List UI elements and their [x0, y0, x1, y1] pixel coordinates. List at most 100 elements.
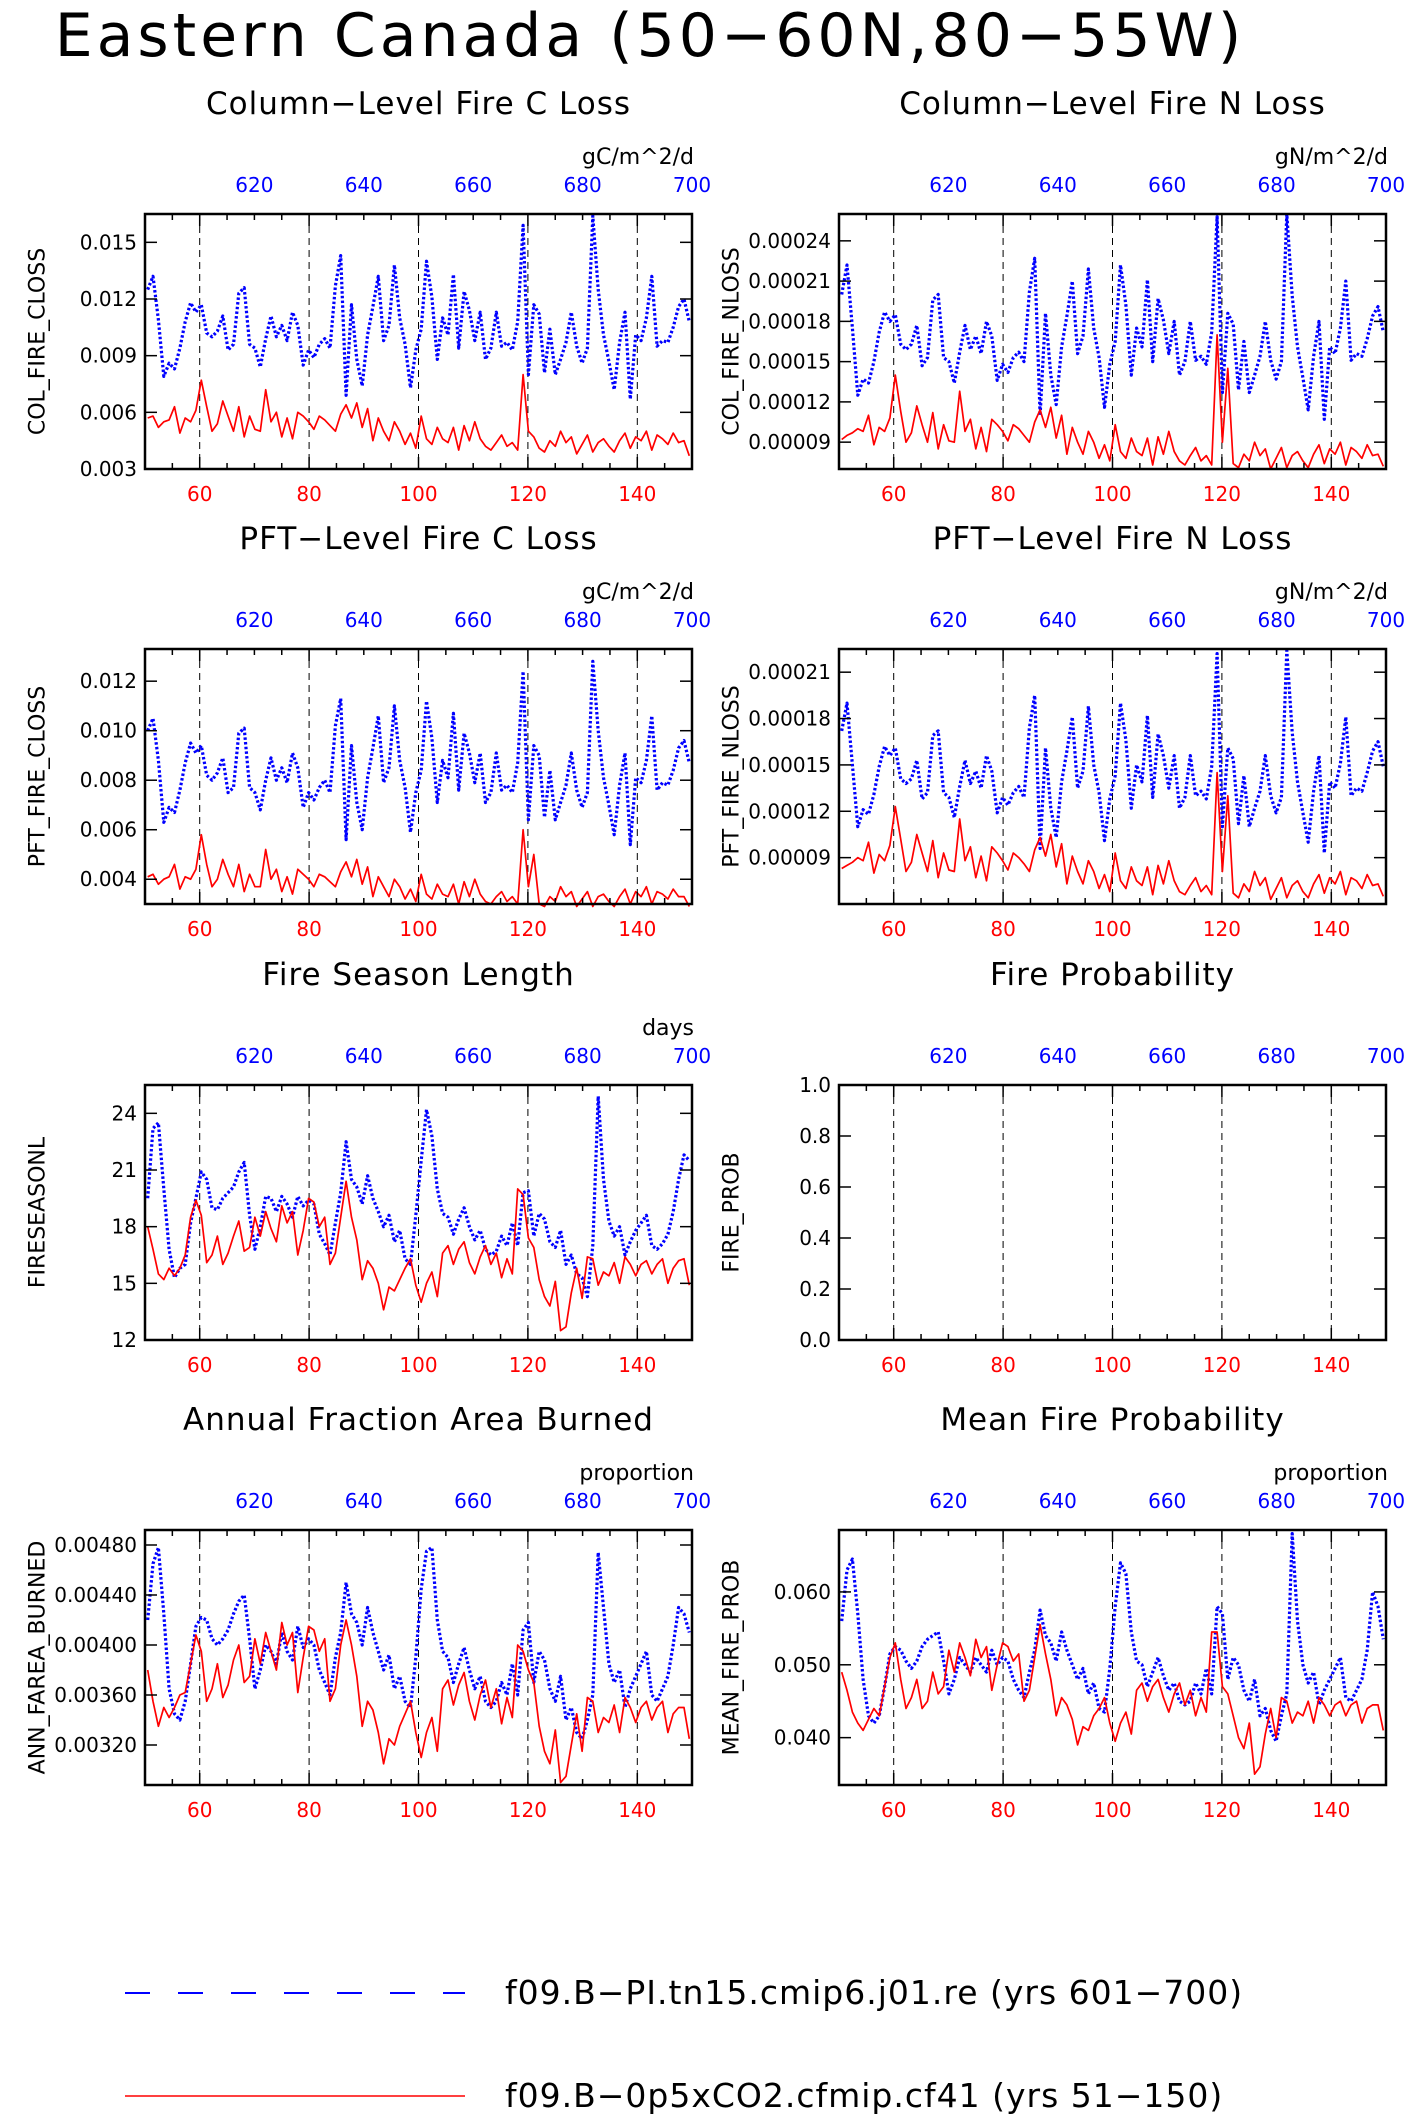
x2-tick-label: 660 [454, 1044, 492, 1068]
x2-tick-label: 620 [929, 608, 967, 632]
x2-tick-label: 680 [564, 608, 602, 632]
x-tick-label: 60 [187, 917, 212, 941]
x2-tick-label: 700 [1367, 173, 1405, 197]
x-tick-label: 140 [618, 1353, 656, 1377]
x-tick-label: 100 [1093, 1798, 1131, 1822]
x2-tick-label: 660 [1148, 1044, 1186, 1068]
x-tick-label: 120 [1203, 917, 1241, 941]
x-tick-label: 60 [187, 1353, 212, 1377]
panel-1: Column−Level Fire C Loss gC/m^2/d COL_FIRE… [26, 86, 711, 506]
units-label: proportion [1273, 1461, 1388, 1486]
x2-tick-label: 680 [564, 173, 602, 197]
panel-title: Column−Level Fire C Loss [206, 86, 631, 122]
y-tick-label: 0.00021 [748, 660, 831, 684]
y-tick-label: 0.004 [80, 867, 137, 891]
units-label: gN/m^2/d [1275, 580, 1388, 605]
x-tick-label: 120 [1203, 1353, 1241, 1377]
x-tick-label: 140 [1312, 482, 1350, 506]
y-axis-label: PFT_FIRE_NLOSS [720, 685, 745, 867]
x2-tick-label: 620 [235, 608, 273, 632]
x-tick-label: 140 [618, 917, 656, 941]
x-tick-label: 80 [296, 917, 321, 941]
series-line-0p5xco2 [841, 333, 1385, 470]
x2-tick-label: 620 [929, 1044, 967, 1068]
x2-tick-label: 700 [673, 1489, 711, 1513]
x2-tick-label: 640 [345, 1489, 383, 1513]
x2-tick-label: 660 [454, 1489, 492, 1513]
x2-tick-label: 620 [929, 1489, 967, 1513]
y-tick-label: 15 [112, 1271, 137, 1295]
x2-tick-label: 700 [1367, 1489, 1405, 1513]
x-tick-label: 80 [990, 482, 1015, 506]
y-tick-label: 0.010 [80, 719, 137, 743]
x2-tick-label: 700 [673, 1044, 711, 1068]
x-tick-label: 60 [187, 1798, 212, 1822]
panel-title: Fire Probability [990, 957, 1235, 993]
y-tick-label: 0.008 [80, 768, 137, 792]
x-tick-label: 140 [618, 1798, 656, 1822]
y-tick-label: 18 [112, 1215, 137, 1239]
x2-tick-label: 660 [1148, 1489, 1186, 1513]
y-axis-label: ANN_FAREA_BURNED [26, 1541, 51, 1775]
panel-title: Fire Season Length [262, 957, 574, 993]
panel-5: Fire Season Length days FIRESEASONL 60 80 100… [26, 957, 711, 1377]
panel-6: Fire Probability FIRE_PROB 60 80 100 120 140 62… [720, 957, 1405, 1377]
legend-label: f09.B−PI.tn15.cmip6.j01.re (yrs 601−700) [505, 1973, 1243, 2012]
x-tick-label: 60 [881, 917, 906, 941]
y-tick-label: 0.8 [799, 1124, 831, 1148]
x2-tick-label: 620 [235, 1044, 273, 1068]
x2-tick-label: 640 [345, 173, 383, 197]
x-tick-label: 80 [990, 1798, 1015, 1822]
x-tick-label: 120 [1203, 1798, 1241, 1822]
y-tick-label: 1.0 [799, 1073, 831, 1097]
x2-tick-label: 640 [345, 1044, 383, 1068]
units-label: proportion [579, 1461, 694, 1486]
y-tick-label: 0.006 [80, 818, 137, 842]
panel-8: Mean Fire Probability proportion MEAN_FIRE… [720, 1402, 1405, 1822]
series-line-0p5xco2 [146, 1619, 691, 1784]
x2-tick-label: 640 [1039, 1044, 1077, 1068]
panel-title: Annual Fraction Area Burned [183, 1402, 654, 1438]
x-tick-label: 80 [296, 1798, 321, 1822]
y-tick-label: 0.012 [80, 287, 137, 311]
x-tick-label: 80 [990, 1353, 1015, 1377]
x2-tick-label: 700 [1367, 1044, 1405, 1068]
x2-tick-label: 680 [1258, 1489, 1296, 1513]
panel-2: Column−Level Fire N Loss gN/m^2/d COL_FIRE… [720, 86, 1405, 506]
y-tick-label: 0.00009 [748, 430, 831, 454]
series-line-pi [146, 214, 691, 401]
y-tick-label: 12 [112, 1328, 137, 1352]
series-line-pi [840, 1531, 1385, 1743]
units-label: gC/m^2/d [582, 580, 694, 605]
x-tick-label: 140 [618, 482, 656, 506]
x-tick-label: 100 [399, 917, 437, 941]
y-axis-label: MEAN_FIRE_PROB [720, 1560, 745, 1756]
x2-tick-label: 620 [235, 1489, 273, 1513]
y-tick-label: 21 [112, 1158, 137, 1182]
x2-tick-label: 640 [1039, 608, 1077, 632]
series-line-0p5xco2 [840, 1623, 1385, 1775]
y-tick-label: 0.006 [80, 400, 137, 424]
y-tick-label: 0.00012 [748, 390, 831, 414]
series-line-0p5xco2 [147, 373, 691, 457]
y-tick-label: 0.4 [799, 1226, 831, 1250]
x-tick-label: 100 [1093, 917, 1131, 941]
y-tick-label: 0.00360 [54, 1683, 137, 1707]
panel-7: Annual Fraction Area Burned proportion ANN… [26, 1402, 711, 1822]
x2-tick-label: 700 [1367, 608, 1405, 632]
x2-tick-label: 680 [1258, 1044, 1296, 1068]
y-tick-label: 0.003 [80, 457, 137, 481]
x-tick-label: 120 [509, 482, 547, 506]
units-label: gC/m^2/d [582, 145, 694, 170]
panel-title: PFT−Level Fire N Loss [933, 521, 1293, 557]
y-tick-label: 0.00012 [748, 799, 831, 823]
units-label: days [642, 1016, 694, 1041]
x-tick-label: 100 [399, 1798, 437, 1822]
x2-tick-label: 640 [1039, 1489, 1077, 1513]
legend: f09.B−PI.tn15.cmip6.j01.re (yrs 601−700)… [125, 1973, 1243, 2115]
x-tick-label: 100 [399, 482, 437, 506]
x2-tick-label: 620 [929, 173, 967, 197]
x2-tick-label: 680 [1258, 608, 1296, 632]
y-tick-label: 24 [112, 1101, 137, 1125]
